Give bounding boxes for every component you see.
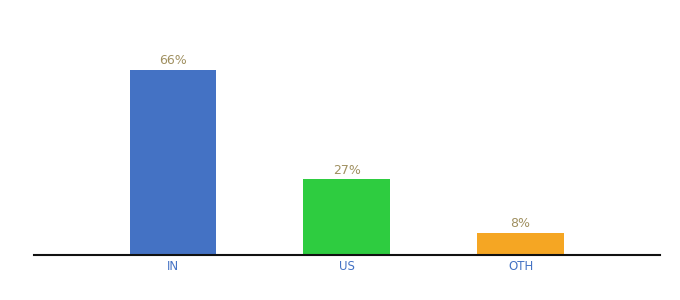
Text: 8%: 8% bbox=[511, 217, 530, 230]
Bar bbox=[477, 232, 564, 255]
Text: 66%: 66% bbox=[159, 54, 187, 68]
Text: 27%: 27% bbox=[333, 164, 360, 177]
Bar bbox=[303, 179, 390, 255]
Bar bbox=[130, 70, 216, 255]
